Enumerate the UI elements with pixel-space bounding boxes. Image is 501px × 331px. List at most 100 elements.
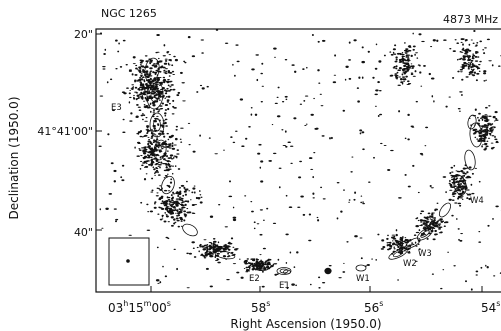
noise-speckle — [261, 62, 264, 65]
noise-speckle — [155, 195, 159, 197]
noise-speckle — [486, 126, 489, 128]
noise-speckle — [431, 212, 435, 214]
x-tick-label: 56s — [364, 299, 383, 315]
noise-speckle — [411, 242, 413, 245]
noise-speckle — [293, 117, 297, 120]
noise-speckle — [152, 71, 155, 74]
noise-speckle — [378, 60, 382, 63]
noise-speckle — [171, 144, 174, 148]
noise-speckle — [160, 107, 164, 110]
noise-speckle — [166, 150, 169, 152]
noise-speckle — [133, 79, 137, 82]
noise-speckle — [492, 128, 494, 131]
noise-speckle — [138, 149, 142, 151]
noise-speckle — [485, 128, 488, 131]
noise-speckle — [190, 199, 192, 201]
noise-speckle — [374, 93, 378, 96]
noise-speckle — [115, 68, 118, 70]
noise-speckle — [170, 211, 174, 214]
noise-speckle — [488, 60, 492, 62]
noise-speckle — [109, 78, 113, 81]
noise-speckle — [146, 129, 151, 132]
noise-speckle — [209, 215, 214, 218]
noise-speckle — [193, 204, 198, 206]
noise-speckle — [160, 91, 164, 94]
noise-speckle — [362, 201, 365, 203]
noise-speckle — [483, 115, 487, 118]
noise-speckle — [232, 216, 237, 219]
noise-speckle — [484, 147, 488, 149]
noise-speckle — [404, 137, 407, 140]
noise-speckle — [245, 269, 250, 272]
noise-speckle — [267, 258, 271, 261]
noise-speckle — [155, 145, 158, 148]
noise-speckle — [164, 68, 168, 70]
noise-speckle — [475, 79, 478, 82]
noise-speckle — [361, 60, 365, 64]
noise-speckle — [373, 156, 375, 159]
noise-speckle — [154, 81, 159, 84]
noise-speckle — [486, 38, 490, 41]
noise-speckle — [403, 71, 407, 74]
noise-speckle — [254, 113, 258, 116]
noise-speckle — [430, 77, 435, 80]
noise-speckle — [299, 160, 303, 163]
noise-speckle — [245, 266, 249, 269]
noise-speckle — [142, 149, 146, 152]
noise-speckle — [475, 274, 478, 276]
noise-speckle — [140, 82, 143, 85]
contour-loop — [469, 122, 483, 148]
noise-speckle — [128, 70, 132, 72]
noise-speckle — [167, 190, 171, 192]
noise-speckle — [457, 182, 460, 184]
noise-speckle — [172, 105, 175, 108]
noise-speckle — [419, 152, 423, 155]
noise-speckle — [390, 149, 394, 152]
noise-speckle — [141, 136, 144, 138]
noise-speckle — [416, 57, 419, 59]
noise-speckle — [200, 39, 204, 41]
noise-speckle — [477, 116, 479, 119]
noise-speckle — [259, 254, 262, 256]
noise-speckle — [150, 135, 154, 138]
noise-speckle — [332, 81, 337, 84]
noise-speckle — [167, 90, 171, 92]
noise-speckle — [148, 96, 152, 100]
noise-speckle — [166, 154, 168, 158]
noise-speckle — [273, 47, 277, 50]
noise-speckle — [166, 132, 169, 135]
noise-speckle — [139, 64, 142, 66]
noise-speckle — [146, 75, 150, 79]
noise-speckle — [164, 275, 168, 278]
noise-speckle — [232, 206, 235, 209]
noise-speckle — [159, 281, 162, 284]
noise-speckle — [374, 105, 377, 107]
noise-speckle — [143, 103, 146, 106]
noise-speckle — [410, 73, 414, 76]
noise-speckle — [459, 204, 462, 207]
noise-speckle — [317, 40, 320, 43]
noise-speckle — [362, 202, 366, 205]
noise-speckle — [412, 243, 415, 246]
contour-loop — [144, 57, 160, 83]
noise-speckle — [404, 59, 408, 62]
noise-speckle — [348, 201, 350, 203]
noise-speckle — [140, 74, 144, 76]
noise-speckle — [171, 142, 174, 145]
noise-speckle — [497, 65, 501, 67]
noise-speckle — [405, 75, 408, 78]
noise-speckle — [130, 87, 135, 89]
noise-speckle — [410, 244, 414, 246]
noise-speckle — [232, 263, 237, 265]
noise-speckle — [172, 88, 176, 91]
noise-speckle — [165, 95, 168, 98]
noise-speckle — [261, 270, 264, 273]
noise-speckle — [361, 46, 364, 49]
noise-speckle — [146, 132, 149, 135]
noise-speckle — [472, 53, 475, 55]
noise-speckle — [443, 225, 446, 228]
noise-speckle — [297, 206, 301, 209]
noise-speckle — [139, 68, 142, 70]
noise-speckle — [427, 212, 431, 215]
noise-speckle — [440, 287, 443, 290]
